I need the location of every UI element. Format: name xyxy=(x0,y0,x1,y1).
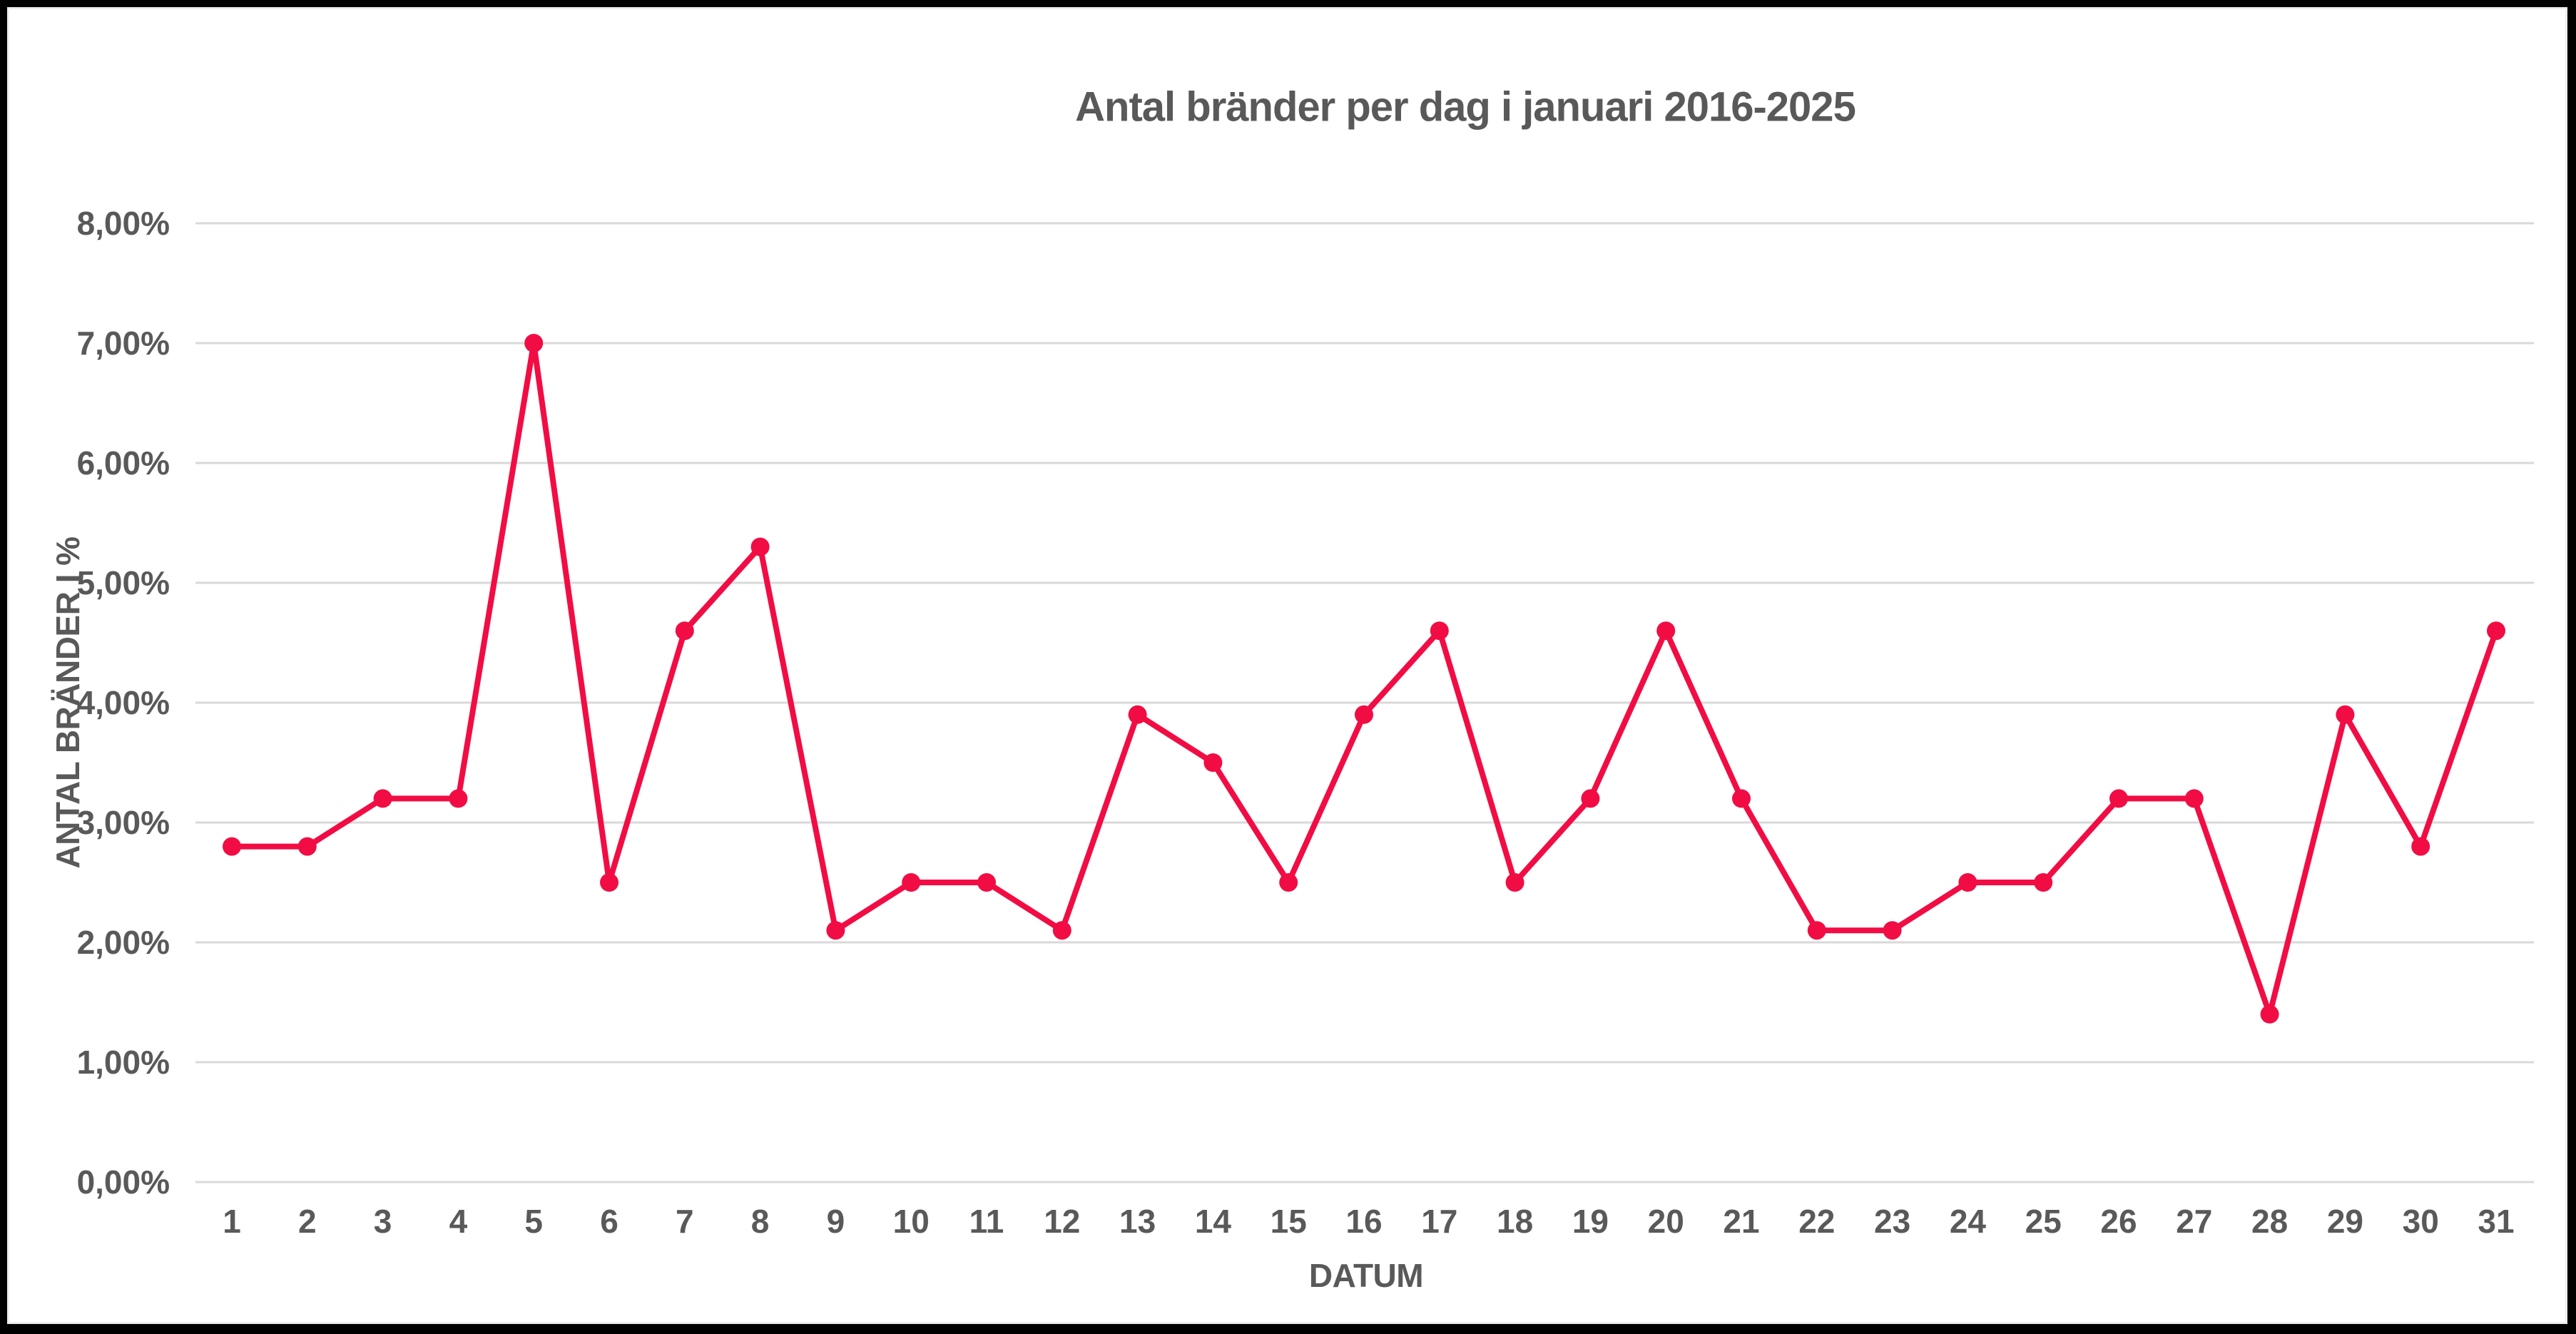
data-point-marker xyxy=(449,789,468,808)
x-tick-label: 29 xyxy=(2327,1203,2363,1240)
data-point-marker xyxy=(1203,753,1223,772)
data-point-marker xyxy=(2034,873,2053,892)
x-tick-label: 13 xyxy=(1119,1203,1156,1240)
x-tick-label: 8 xyxy=(751,1203,770,1240)
data-point-marker xyxy=(1279,873,1298,892)
data-point-marker xyxy=(2487,621,2505,641)
x-tick-label: 9 xyxy=(827,1203,845,1240)
data-point-marker xyxy=(1581,789,1600,808)
data-point-marker xyxy=(902,873,921,892)
x-tick-label: 28 xyxy=(2251,1203,2288,1240)
x-tick-label: 26 xyxy=(2100,1203,2137,1240)
data-point-marker xyxy=(750,537,770,556)
data-point-marker xyxy=(2260,1004,2279,1024)
y-axis-title: ANTAL BRÄNDER I % xyxy=(49,536,86,869)
x-tick-label: 14 xyxy=(1195,1203,1232,1240)
y-tick-label: 5,00% xyxy=(77,564,170,601)
data-point-marker xyxy=(977,873,996,892)
data-point-marker xyxy=(2109,789,2128,808)
y-tick-label: 8,00% xyxy=(77,205,170,242)
x-tick-label: 12 xyxy=(1044,1203,1080,1240)
data-point-marker xyxy=(1656,621,1676,641)
x-tick-label: 19 xyxy=(1572,1203,1609,1240)
data-point-marker xyxy=(826,921,845,940)
x-tick-label: 17 xyxy=(1421,1203,1457,1240)
x-axis-title: DATUM xyxy=(1308,1257,1424,1294)
data-point-marker xyxy=(1958,873,1977,892)
data-point-marker xyxy=(1732,789,1751,808)
series-line xyxy=(229,340,2499,1017)
data-point-marker xyxy=(1128,705,1147,724)
data-point-marker xyxy=(1430,621,1449,641)
data-point-marker xyxy=(524,334,544,352)
data-point-marker xyxy=(2336,705,2355,724)
y-tick-label: 0,00% xyxy=(77,1164,170,1201)
x-tick-label: 24 xyxy=(1950,1203,1987,1240)
x-tick-label: 11 xyxy=(969,1203,1004,1240)
x-tick-label: 20 xyxy=(1648,1203,1684,1240)
y-tick-label: 4,00% xyxy=(77,684,170,721)
x-tick-label: 30 xyxy=(2403,1203,2439,1240)
data-point-marker xyxy=(1355,705,1373,724)
x-tick-label: 16 xyxy=(1345,1203,1382,1240)
y-tick-label: 3,00% xyxy=(77,804,170,841)
data-point-marker xyxy=(1883,921,1902,940)
data-point-marker xyxy=(600,873,618,892)
data-point-marker xyxy=(223,837,241,856)
x-tick-label: 2 xyxy=(298,1203,317,1240)
y-tick-label: 1,00% xyxy=(77,1044,170,1081)
data-point-marker xyxy=(2184,789,2204,808)
x-tick-label: 1 xyxy=(223,1203,241,1240)
chart-title: Antal bränder per dag i januari 2016-202… xyxy=(1075,83,1856,131)
data-point-marker xyxy=(373,789,392,808)
data-point-marker xyxy=(1807,921,1826,940)
chart-background xyxy=(7,7,2567,1324)
y-tick-label: 6,00% xyxy=(77,444,170,482)
x-tick-label: 15 xyxy=(1271,1203,1307,1240)
x-tick-label: 6 xyxy=(600,1203,618,1240)
x-tick-label: 10 xyxy=(893,1203,930,1240)
x-tick-label: 4 xyxy=(449,1203,468,1240)
x-tick-label: 23 xyxy=(1874,1203,1910,1240)
y-tick-label: 7,00% xyxy=(77,325,170,362)
x-tick-label: 22 xyxy=(1798,1203,1835,1240)
x-tick-label: 5 xyxy=(524,1203,543,1240)
x-tick-label: 25 xyxy=(2025,1203,2062,1240)
data-point-marker xyxy=(675,621,694,641)
data-point-marker xyxy=(2411,837,2430,856)
data-point-marker xyxy=(1052,921,1071,940)
data-point-marker xyxy=(297,837,317,856)
y-tick-label: 2,00% xyxy=(77,924,170,961)
x-tick-label: 21 xyxy=(1723,1203,1759,1240)
data-point-marker xyxy=(1505,873,1524,892)
x-tick-label: 27 xyxy=(2176,1203,2212,1240)
x-tick-label: 7 xyxy=(676,1203,694,1240)
x-tick-label: 3 xyxy=(374,1203,392,1240)
x-tick-label: 31 xyxy=(2478,1203,2514,1240)
x-tick-label: 18 xyxy=(1497,1203,1533,1240)
